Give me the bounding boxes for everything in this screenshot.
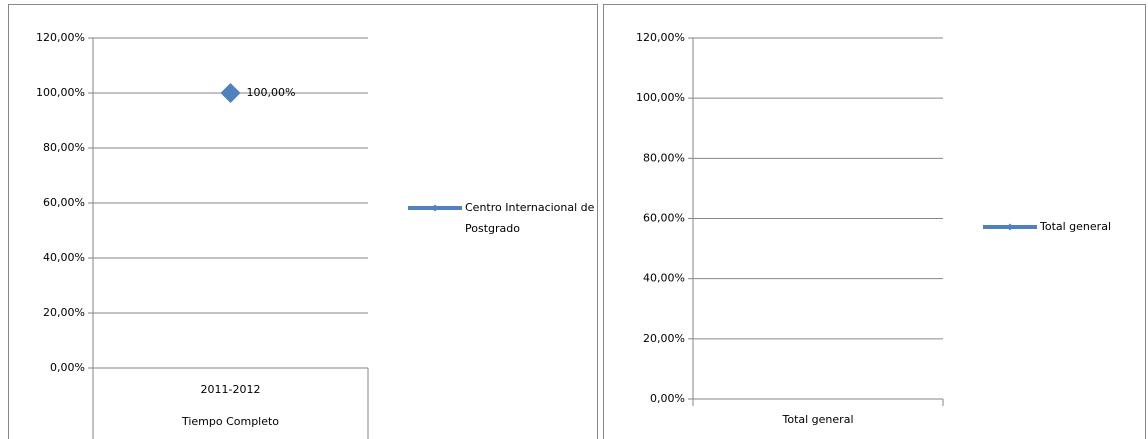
- y-tick-label: 0,00%: [650, 392, 685, 405]
- y-tick-label: 120,00%: [36, 31, 85, 44]
- y-tick-label: 100,00%: [36, 86, 85, 99]
- y-tick-label: 20,00%: [43, 306, 85, 319]
- y-tick-label: 0,00%: [50, 361, 85, 374]
- data-label: 100,00%: [247, 86, 296, 99]
- y-tick-label: 40,00%: [43, 251, 85, 264]
- marker: [220, 83, 241, 103]
- legend-marker: [431, 204, 439, 212]
- legend-label: Total general: [1040, 220, 1111, 233]
- y-tick-label: 40,00%: [643, 272, 685, 285]
- x-tick-label: 2011-2012: [201, 383, 261, 396]
- y-tick-label: 60,00%: [643, 212, 685, 225]
- chart-frame: [8, 4, 598, 439]
- chart-frame: [603, 4, 1146, 439]
- y-tick-label: 80,00%: [43, 141, 85, 154]
- y-tick-label: 20,00%: [643, 332, 685, 345]
- x-tick-label: Total general: [782, 413, 854, 426]
- legend-label: Centro Internacional de Postgrado: [465, 201, 595, 235]
- y-tick-label: 80,00%: [643, 151, 685, 164]
- y-tick-label: 100,00%: [636, 91, 685, 104]
- y-tick-label: 60,00%: [43, 196, 85, 209]
- legend-marker: [1006, 223, 1014, 231]
- x-tick-label: Tiempo Completo: [181, 415, 279, 428]
- y-tick-label: 120,00%: [636, 31, 685, 44]
- legend-entry: Total general: [1040, 220, 1111, 233]
- legend-entry: Centro Internacional de Postgrado: [465, 201, 595, 235]
